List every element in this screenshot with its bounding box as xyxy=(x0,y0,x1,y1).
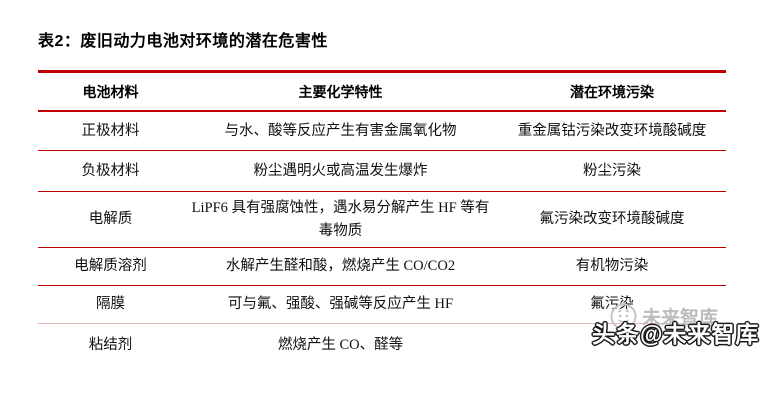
header-potential-pollution: 潜在环境污染 xyxy=(498,71,726,112)
cell-pollution: 重金属钴污染改变环境酸碱度 xyxy=(498,111,726,151)
cell-material: 正极材料 xyxy=(38,111,183,151)
table-row: 正极材料 与水、酸等反应产生有害金属氧化物 重金属钴污染改变环境酸碱度 xyxy=(38,111,726,151)
cell-material: 负极材料 xyxy=(38,150,183,192)
header-chemical-characteristics: 主要化学特性 xyxy=(183,71,498,112)
cell-material: 粘结剂 xyxy=(88,336,133,353)
hazard-table: 电池材料 主要化学特性 潜在环境污染 正极材料 与水、酸等反应产生有害金属氧化物… xyxy=(38,70,726,366)
cell-characteristic: 与水、酸等反应产生有害金属氧化物 xyxy=(183,111,498,151)
table-title: 表2：废旧动力电池对环境的潜在危害性 xyxy=(38,33,328,50)
table-header-row: 电池材料 主要化学特性 潜在环境污染 xyxy=(38,71,726,112)
cell-material: 电解质 xyxy=(38,191,183,248)
table-row: 隔膜 可与氟、强酸、强碱等反应产生 HF 氟污染 xyxy=(38,285,726,324)
cell-pollution: 粉尘污染 xyxy=(498,150,726,192)
cell-pollution: 氟污染改变环境酸碱度 xyxy=(498,191,726,248)
header-battery-material: 电池材料 xyxy=(38,71,183,112)
cell-pollution xyxy=(498,324,726,367)
cell-characteristic: LiPF6 具有强腐蚀性，遇水易分解产生 HF 等有毒物质 xyxy=(183,191,498,248)
cell-characteristic: 可与氟、强酸、强碱等反应产生 HF xyxy=(183,285,498,324)
cell-pollution: 氟污染 xyxy=(498,285,726,324)
cell-material: 电解质溶剂 xyxy=(38,247,183,286)
table-row: 电解质溶剂 水解产生醛和酸，燃烧产生 CO/CO2 有机物污染 xyxy=(38,247,726,286)
cell-characteristic: 水解产生醛和酸，燃烧产生 CO/CO2 xyxy=(183,247,498,286)
cell-pollution: 有机物污染 xyxy=(498,247,726,286)
table-row: 粘结剂 燃烧产生 CO、醛等 xyxy=(38,324,726,367)
cell-material: 隔膜 xyxy=(38,285,183,324)
cell-characteristic: 粉尘遇明火或高温发生爆炸 xyxy=(183,150,498,192)
table-row: 负极材料 粉尘遇明火或高温发生爆炸 粉尘污染 xyxy=(38,150,726,192)
table-row: 电解质 LiPF6 具有强腐蚀性，遇水易分解产生 HF 等有毒物质 氟污染改变环… xyxy=(38,191,726,248)
cell-characteristic: 燃烧产生 CO、醛等 xyxy=(277,336,404,353)
